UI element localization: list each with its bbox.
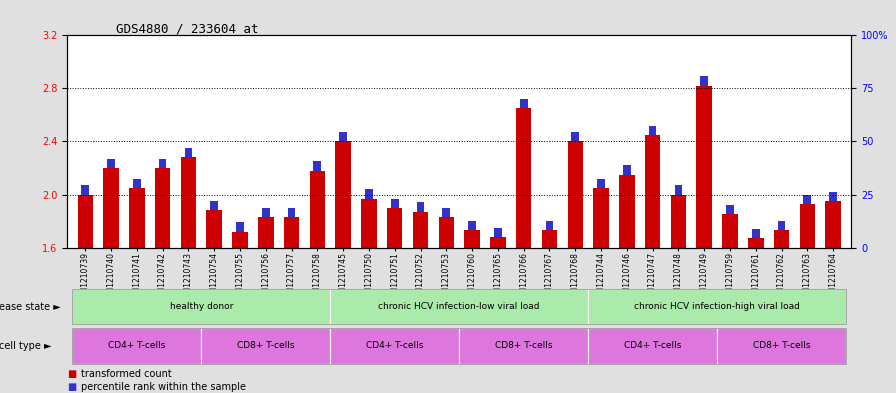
Bar [340, 132, 347, 141]
Bar [623, 165, 631, 174]
Bar [516, 108, 531, 248]
Bar [387, 208, 402, 248]
Bar [567, 141, 583, 248]
Bar [78, 195, 93, 248]
Bar [572, 132, 579, 141]
Bar [645, 135, 660, 248]
Bar [133, 179, 141, 188]
Bar [365, 189, 373, 198]
Bar [413, 212, 428, 248]
Bar [748, 238, 763, 248]
Bar [597, 179, 605, 188]
Bar [391, 198, 399, 208]
Text: GDS4880 / 233604_at: GDS4880 / 233604_at [116, 22, 259, 35]
Bar [314, 162, 322, 171]
Text: CD4+ T-cells: CD4+ T-cells [624, 342, 681, 350]
Text: chronic HCV infection-high viral load: chronic HCV infection-high viral load [634, 302, 800, 311]
Bar [825, 201, 840, 248]
Bar [671, 195, 686, 248]
Bar [417, 202, 425, 212]
Bar [310, 171, 325, 248]
Bar [804, 195, 811, 204]
Bar [701, 77, 708, 86]
Bar [778, 221, 786, 230]
Bar [469, 221, 476, 230]
Bar [237, 222, 244, 232]
Text: ■: ■ [67, 369, 76, 379]
Bar [103, 168, 119, 248]
Text: CD8+ T-cells: CD8+ T-cells [495, 342, 553, 350]
Bar [159, 159, 167, 168]
Bar [438, 217, 454, 248]
Text: CD8+ T-cells: CD8+ T-cells [237, 342, 295, 350]
Bar [546, 221, 554, 230]
Text: chronic HCV infection-low viral load: chronic HCV infection-low viral load [378, 302, 540, 311]
Bar [490, 237, 505, 248]
Text: CD8+ T-cells: CD8+ T-cells [753, 342, 810, 350]
Text: ■: ■ [67, 382, 76, 392]
Bar [361, 198, 376, 248]
Bar [258, 217, 273, 248]
Bar [82, 185, 89, 195]
Bar [211, 201, 218, 211]
Text: percentile rank within the sample: percentile rank within the sample [81, 382, 246, 392]
Bar [675, 185, 682, 195]
Bar [288, 208, 296, 217]
Bar [108, 159, 115, 168]
Bar [696, 86, 712, 248]
Text: CD4+ T-cells: CD4+ T-cells [108, 342, 166, 350]
Bar [335, 141, 351, 248]
Bar [494, 228, 502, 237]
Bar [443, 208, 450, 217]
Text: disease state ►: disease state ► [0, 301, 61, 312]
Text: CD4+ T-cells: CD4+ T-cells [366, 342, 424, 350]
Bar [181, 158, 196, 248]
Text: transformed count: transformed count [81, 369, 171, 379]
Bar [206, 211, 222, 248]
Bar [752, 229, 760, 238]
Bar [593, 188, 608, 248]
Bar [284, 217, 299, 248]
Bar [726, 205, 734, 215]
Text: healthy donor: healthy donor [169, 302, 233, 311]
Bar [722, 215, 737, 248]
Bar [830, 192, 837, 201]
Bar [649, 125, 657, 135]
Text: cell type ►: cell type ► [0, 341, 51, 351]
Bar [129, 188, 144, 248]
Bar [155, 168, 170, 248]
Bar [464, 230, 480, 248]
Bar [232, 232, 247, 248]
Bar [520, 99, 528, 108]
Bar [799, 204, 815, 248]
Bar [619, 174, 634, 248]
Bar [774, 230, 789, 248]
Bar [185, 148, 193, 158]
Bar [542, 230, 557, 248]
Bar [262, 208, 270, 217]
